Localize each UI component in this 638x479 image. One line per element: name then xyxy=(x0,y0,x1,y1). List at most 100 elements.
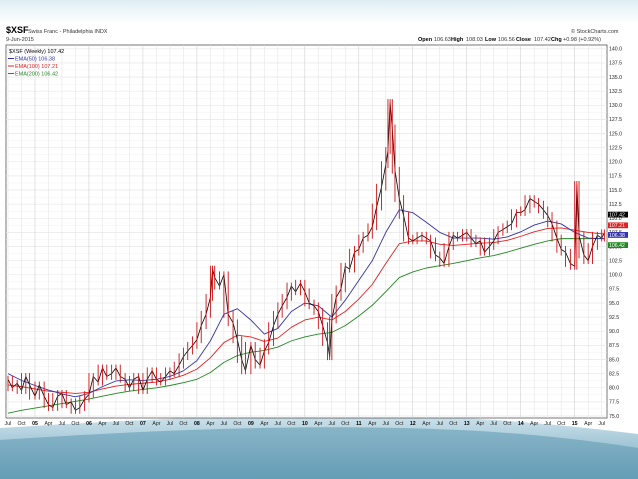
y-tick-label: 125.0 xyxy=(609,131,622,137)
chart-symbol: $XSF xyxy=(6,25,29,35)
x-tick-label: Jul xyxy=(167,421,174,427)
x-tick-label: Oct xyxy=(233,421,242,427)
y-tick-label: 92.5 xyxy=(609,315,619,321)
x-tick-label: Oct xyxy=(503,421,512,427)
x-tick-label: 09 xyxy=(248,421,254,427)
y-tick-label: 80.0 xyxy=(609,386,619,392)
price-bars xyxy=(7,99,605,414)
y-tick-label: 127.5 xyxy=(609,117,622,123)
x-tick-label: Oct xyxy=(341,421,350,427)
last-value-label: 107.21 xyxy=(609,223,625,229)
x-tick-label: 07 xyxy=(140,421,146,427)
y-tick-label: 82.5 xyxy=(609,371,619,377)
y-tick-label: 122.5 xyxy=(609,145,622,151)
x-tick-label: Oct xyxy=(287,421,296,427)
x-tick-label: Apr xyxy=(422,421,430,427)
x-tick-label: Jul xyxy=(113,421,120,427)
quote-high: 108.03 xyxy=(466,37,483,43)
quote-open: 106.63 xyxy=(434,37,451,43)
legend-entry-ema200: EMA(200) 106.42 xyxy=(15,72,58,78)
ema200-line xyxy=(7,238,605,414)
axes: 75.0 77.5 80.0 82.5 85.0 87.5 90.0 92.5 95.0 97.5… xyxy=(5,47,628,427)
y-tick-label: 140.0 xyxy=(609,47,622,53)
x-tick-label: Jul xyxy=(382,421,389,427)
ema100-line xyxy=(7,227,605,394)
y-tick-label: 137.5 xyxy=(609,61,622,67)
y-tick-label: 75.0 xyxy=(609,414,619,420)
x-tick-label: 10 xyxy=(302,421,308,427)
y-tick-label: 90.0 xyxy=(609,329,619,335)
series-layer xyxy=(7,99,605,414)
x-tick-label: 14 xyxy=(518,421,524,427)
plot-area xyxy=(5,44,608,419)
y-tick-label: 85.0 xyxy=(609,357,619,363)
y-tick-label: 135.0 xyxy=(609,75,622,81)
svg-text:Open: Open xyxy=(418,37,433,43)
x-tick-label: Oct xyxy=(179,421,188,427)
y-tick-label: 110.0 xyxy=(609,216,622,222)
last-value-label: 106.38 xyxy=(609,233,625,239)
x-tick-label: 06 xyxy=(86,421,92,427)
y-tick-label: 117.5 xyxy=(609,174,622,180)
y-tick-label: 130.0 xyxy=(609,103,622,109)
chart-name: Swiss Franc - Philadelphia INDX xyxy=(28,29,108,35)
y-tick-label: 97.5 xyxy=(609,287,619,293)
svg-text:Chg: Chg xyxy=(551,37,562,43)
chart-date: 9-Jun-2015 xyxy=(6,37,34,43)
x-tick-label: Apr xyxy=(584,421,592,427)
x-tick-label: 12 xyxy=(410,421,416,427)
x-tick-label: Apr xyxy=(530,421,538,427)
y-tick-label: 87.5 xyxy=(609,343,619,349)
legend-entry-price: $XSF (Weekly) 107.42 xyxy=(9,49,64,55)
last-value-tag xyxy=(608,222,628,229)
y-tick-label: 77.5 xyxy=(609,400,619,406)
chart-watermark: © StockCharts.com xyxy=(571,28,619,35)
x-tick-label: Apr xyxy=(152,421,160,427)
x-tick-label: 13 xyxy=(464,421,470,427)
svg-text:Low: Low xyxy=(485,37,497,43)
last-value-tag xyxy=(608,242,628,249)
quote-line: Open 106.63 High 108.03 Low 106.56 Close… xyxy=(418,37,601,43)
x-tick-label: Apr xyxy=(314,421,322,427)
legend-entry-ema100: EMA(100) 107.21 xyxy=(15,64,58,70)
x-tick-label: Apr xyxy=(98,421,106,427)
quote-close: 107.42 xyxy=(534,37,551,43)
x-tick-label: Oct xyxy=(449,421,458,427)
y-tick-label: 115.0 xyxy=(609,188,622,194)
last-value-label: 106.42 xyxy=(609,243,625,249)
x-tick-label: 15 xyxy=(572,421,578,427)
x-tick-label: Jul xyxy=(329,421,336,427)
x-tick-label: Jul xyxy=(275,421,282,427)
y-tick-label: 120.0 xyxy=(609,160,622,166)
last-value-tag xyxy=(608,232,628,238)
last-value-tag xyxy=(608,211,628,218)
x-tick-label: 05 xyxy=(32,421,38,427)
x-tick-label: Oct xyxy=(557,421,566,427)
x-tick-label: Apr xyxy=(44,421,52,427)
legend-entry-ema50: EMA(50) 106.38 xyxy=(15,57,55,63)
x-tick-label: Jul xyxy=(544,421,551,427)
y-tick-label: 132.5 xyxy=(609,89,622,95)
x-tick-label: Apr xyxy=(368,421,376,427)
x-tick-label: Jul xyxy=(5,421,12,427)
y-tick-label: 100.0 xyxy=(609,273,622,279)
x-tick-label: Oct xyxy=(17,421,26,427)
last-value-label: 107.42 xyxy=(609,213,625,219)
quote-change: +0.98 (+0.92%) xyxy=(563,37,601,43)
x-tick-label: Jul xyxy=(598,421,605,427)
x-tick-label: Oct xyxy=(395,421,404,427)
svg-text:Close: Close xyxy=(516,37,531,43)
y-tick-label: 102.5 xyxy=(609,258,622,264)
x-tick-label: Apr xyxy=(476,421,484,427)
x-tick-label: Oct xyxy=(125,421,134,427)
svg-text:High: High xyxy=(451,37,464,43)
x-tick-label: Jul xyxy=(221,421,228,427)
x-tick-label: Apr xyxy=(260,421,268,427)
x-tick-label: Apr xyxy=(206,421,214,427)
x-tick-label: Oct xyxy=(71,421,80,427)
y-tick-label: 95.0 xyxy=(609,301,619,307)
quote-low: 106.56 xyxy=(498,37,515,43)
x-tick-label: 08 xyxy=(194,421,200,427)
